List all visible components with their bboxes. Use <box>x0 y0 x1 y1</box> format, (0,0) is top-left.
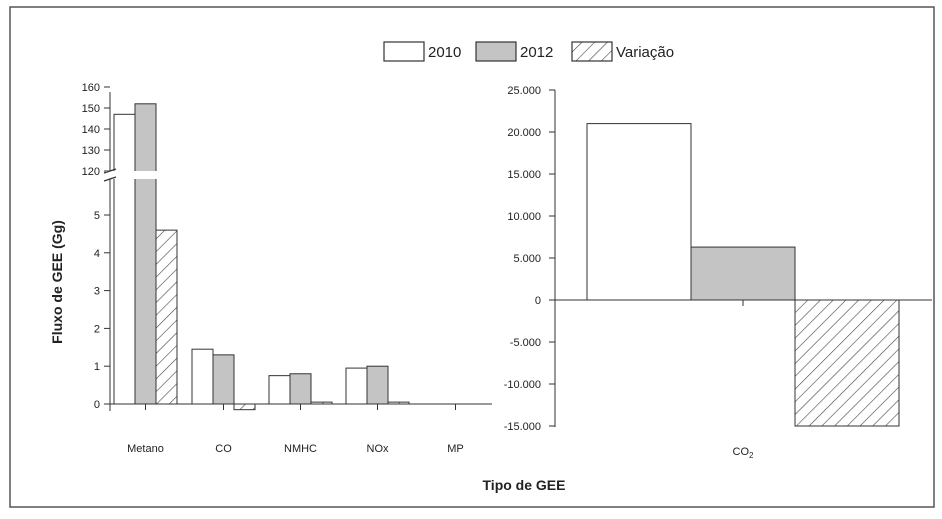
left-category-label: MP <box>447 443 464 455</box>
bar-metano-2012 <box>134 103 157 405</box>
left-y-tick-label: 140 <box>82 124 100 136</box>
legend-item-variacao: Variação <box>571 41 674 62</box>
left-y-tick-label: 3 <box>94 286 100 298</box>
left-y-tick-label: 4 <box>94 248 100 260</box>
left-y-ticks: 0 1 2 3 4 5 120 130 140 150 160 <box>82 82 116 411</box>
axis-break <box>103 168 117 182</box>
bar-nox-2012 <box>366 365 389 405</box>
legend-item-2012: 2012 <box>475 41 553 62</box>
legend-label-2012: 2012 <box>520 44 553 61</box>
left-y-tick-label: 160 <box>82 82 100 94</box>
left-chart: 0 1 2 3 4 5 120 130 140 150 160 Metano CO NMHC NOx MP <box>82 82 492 455</box>
axis-break-mark-upper <box>103 168 117 174</box>
bar-co-variacao <box>233 403 256 411</box>
bar-co2-variacao <box>794 299 900 427</box>
bar-nox-2010 <box>345 367 368 405</box>
left-bars <box>112 103 410 411</box>
left-y-tick-label: 130 <box>82 145 100 157</box>
right-y-tick-label: 15.000 <box>507 169 541 181</box>
left-category-label: CO <box>215 443 232 455</box>
left-y-tick-label: 120 <box>82 166 100 178</box>
left-category-label: Metano <box>127 443 164 455</box>
legend-label-variacao: Variação <box>616 44 674 61</box>
right-y-tick-label: -15.000 <box>504 421 541 433</box>
right-y-tick-label: 5.000 <box>513 253 541 265</box>
legend-item-2010: 2010 <box>383 41 461 62</box>
right-y-tick-label: -10.000 <box>504 379 541 391</box>
figure-frame <box>9 6 935 508</box>
legend: 2010 2012 Variação <box>383 41 674 62</box>
right-chart: -15.000 -10.000 -5.000 0 5.000 10.000 15.000 20… <box>504 85 932 460</box>
bar-nmhc-2010 <box>268 375 291 405</box>
left-category-label: NOx <box>367 443 390 455</box>
bar-co-2012 <box>212 354 235 405</box>
right-y-ticks: -15.000 -10.000 -5.000 0 5.000 10.000 15.000 20… <box>504 85 555 433</box>
bar-co2-2010 <box>586 123 692 301</box>
legend-swatch-2010 <box>383 41 425 62</box>
bar-metano-variacao <box>155 229 178 405</box>
right-category-label: CO2 <box>733 446 755 460</box>
x-axis-title: Tipo de GEE <box>483 477 566 493</box>
left-y-tick-label: 0 <box>94 399 100 411</box>
legend-swatch-variacao <box>571 41 613 62</box>
bar-co-2010 <box>191 348 214 405</box>
y-axis-title: Fluxo de GEE (Gg) <box>49 220 65 344</box>
left-y-tick-label: 5 <box>94 210 100 222</box>
left-y-tick-label: 2 <box>94 323 100 335</box>
right-y-tick-label: 20.000 <box>507 127 541 139</box>
bar-nmhc-2012 <box>289 373 312 405</box>
right-y-tick-label: 10.000 <box>507 211 541 223</box>
axis-break-mark-lower <box>103 176 117 182</box>
bar-metano-2010 <box>113 113 136 405</box>
bar-co2-2012 <box>690 246 796 301</box>
right-y-tick-label: 0 <box>535 295 541 307</box>
right-y-tick-label: -5.000 <box>510 337 541 349</box>
right-bars <box>586 123 900 427</box>
left-x-ticks: Metano CO NMHC NOx MP <box>127 404 464 455</box>
axis-break-gap <box>106 171 116 179</box>
right-y-tick-label: 25.000 <box>507 85 541 97</box>
bar-nmhc-variacao <box>310 401 333 405</box>
left-y-tick-label: 150 <box>82 103 100 115</box>
left-y-tick-label: 1 <box>94 361 100 373</box>
bar-break-gap <box>112 171 158 179</box>
bar-nox-variacao <box>387 401 410 405</box>
left-category-label: NMHC <box>284 443 317 455</box>
legend-label-2010: 2010 <box>428 44 461 61</box>
legend-swatch-2012 <box>475 41 517 62</box>
